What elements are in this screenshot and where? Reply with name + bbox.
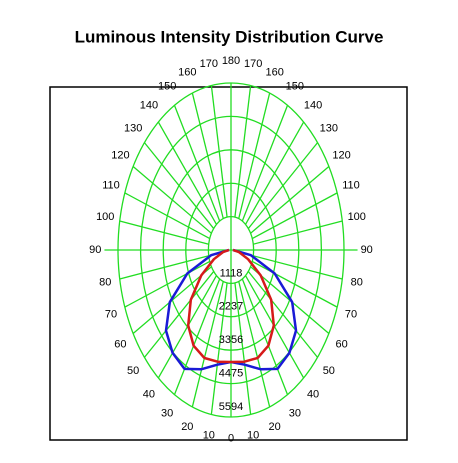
angle-label: 50 [127,365,139,377]
intensity-curve [230,248,298,371]
angle-label: 90 [361,244,373,256]
grid-spoke [234,85,252,218]
grid-spoke [210,282,228,415]
angle-label: 30 [161,407,173,419]
radial-label: 5594 [219,401,243,413]
grid-spoke [143,271,215,358]
angle-label: 60 [335,338,347,350]
angle-label: 110 [102,179,120,191]
angle-label: 80 [351,277,363,289]
intensity-curve [230,248,276,364]
angle-label: 170 [200,58,218,70]
grid-spoke [253,255,343,280]
angle-label: 150 [158,80,176,92]
radial-label: 3356 [219,334,243,346]
angle-label: 70 [345,308,357,320]
angle-label: 40 [307,388,319,400]
grid-spoke [251,260,338,308]
grid-spoke [241,105,289,222]
angle-label: 40 [143,388,155,400]
angle-label: 20 [269,421,281,433]
angle-label: 0 [228,433,234,445]
grid-spoke [119,220,209,245]
grid-spoke [173,278,221,395]
angle-label: 160 [265,67,283,79]
grid-spoke [191,281,224,408]
angle-label: 130 [320,123,338,135]
grid-spoke [157,121,218,225]
angle-label: 90 [89,244,101,256]
grid-spoke [250,166,330,234]
grid-spoke [132,166,212,234]
radial-label: 4475 [219,368,243,380]
grid-spoke [244,121,305,225]
angle-label: 120 [111,150,129,162]
grid-spoke [238,281,271,408]
angle-label: 120 [332,150,350,162]
grid-spoke [251,192,338,240]
grid-spoke [191,92,224,219]
grid-spoke [238,92,271,219]
intensity-curve [164,248,232,371]
grid-spoke [119,255,209,280]
intensity-curve [186,248,232,364]
grid-spoke [124,260,211,308]
angle-label: 30 [289,407,301,419]
grid-spoke [173,105,221,222]
angle-label: 160 [178,67,196,79]
angle-label: 10 [247,430,259,442]
angle-label: 140 [304,99,322,111]
radial-label: 2237 [219,301,243,313]
chart-title: Luminous Intensity Distribution Curve [75,27,384,46]
grid-spoke [253,220,343,245]
angle-label: 150 [286,80,304,92]
grid-spoke [247,142,319,229]
grid-spoke [234,282,252,415]
grid-spoke [241,278,289,395]
angle-label: 80 [99,277,111,289]
angle-label: 70 [105,308,117,320]
angle-label: 170 [244,58,262,70]
plot-frame [49,86,408,441]
radial-label: 1118 [220,267,243,279]
angle-label: 10 [203,430,215,442]
angle-label: 100 [348,211,366,223]
angle-label: 180 [222,55,240,67]
angle-label: 130 [124,123,142,135]
angle-label: 20 [181,421,193,433]
angle-label: 50 [323,365,335,377]
grid-spoke [210,85,228,218]
grid-spoke [124,192,211,240]
angle-label: 110 [342,179,360,191]
grid-spoke [143,142,215,229]
grid-spoke [247,271,319,358]
angle-label: 60 [114,338,126,350]
angle-label: 140 [140,99,158,111]
angle-label: 100 [96,211,114,223]
